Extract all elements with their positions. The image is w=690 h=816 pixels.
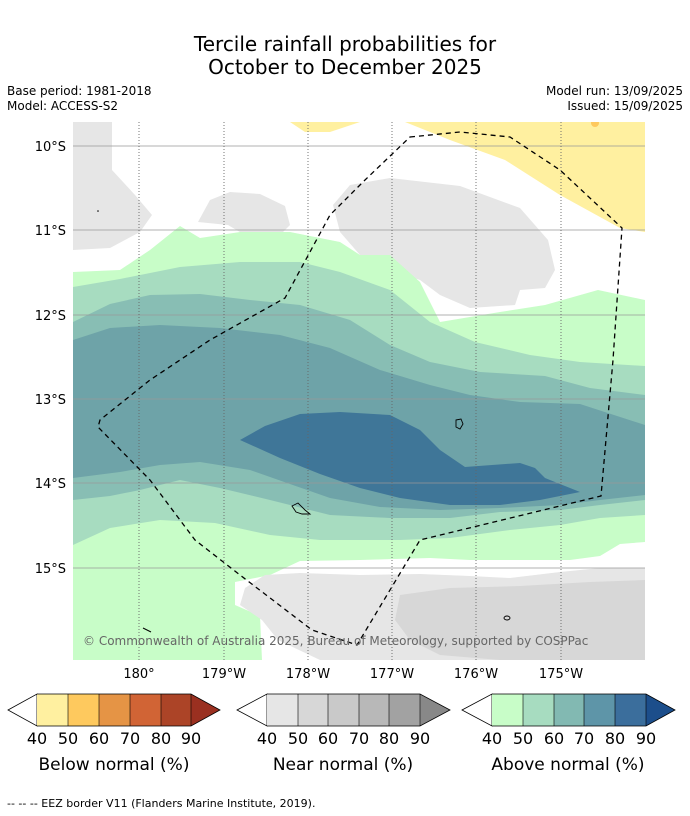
above-normal-80-region	[240, 412, 580, 505]
lat-label: 14°S	[35, 477, 66, 492]
issued-text: Issued: 15/09/2025	[567, 99, 683, 113]
cbar-tick: 40	[27, 729, 47, 748]
graticule	[73, 145, 645, 569]
model-name-text: Model: ACCESS-S2	[7, 99, 119, 113]
cbar-tick: 40	[257, 729, 277, 748]
near-normal-region-topmid	[198, 192, 290, 240]
lat-label: 10°S	[35, 140, 66, 155]
lon-label: 175°W	[539, 667, 583, 682]
cbar-tick: 40	[482, 729, 502, 748]
cbar-tick: 90	[181, 729, 201, 748]
island-outline	[291, 502, 312, 515]
map-title-line2: October to December 2025	[208, 55, 482, 79]
cbar-tick: 80	[151, 729, 171, 748]
model-run-text: Model run: 13/09/2025	[545, 84, 683, 98]
colorbar-near-normal	[236, 693, 451, 727]
below-normal-region-small	[290, 122, 360, 132]
near-normal-region-bottom-darker	[395, 580, 645, 660]
colorbar-ticks: 40 50 60 70 80 90 40 50 60 70 80 90 40 5…	[27, 729, 656, 748]
cbar-tick: 90	[636, 729, 656, 748]
near-normal-region-topleft	[73, 122, 152, 250]
island-outline	[142, 627, 152, 633]
cbar-tick: 80	[605, 729, 625, 748]
lat-label: 15°S	[35, 562, 66, 577]
lat-label: 11°S	[35, 224, 66, 239]
cbar-tick: 80	[379, 729, 399, 748]
base-period-text: Base period: 1981-2018	[7, 84, 152, 98]
colorbar-labels: Below normal (%) Near normal (%) Above n…	[39, 755, 645, 775]
map-title-line1: Tercile rainfall probabilities for	[193, 32, 497, 56]
colorbar-above-normal	[461, 693, 676, 727]
cbar-tick: 70	[574, 729, 594, 748]
lat-label: 13°S	[35, 393, 66, 408]
latitude-labels: 10°S 11°S 12°S 13°S 14°S 15°S	[35, 140, 66, 577]
colorbar-label-near: Near normal (%)	[273, 755, 413, 775]
cbar-tick: 90	[410, 729, 430, 748]
lon-label: 176°W	[454, 667, 498, 682]
cbar-tick: 60	[318, 729, 338, 748]
cbar-tick: 50	[288, 729, 308, 748]
lat-label: 12°S	[35, 309, 66, 324]
island-outline	[503, 615, 511, 621]
colorbar-label-above: Above normal (%)	[491, 755, 644, 775]
lon-label: 179°W	[202, 667, 246, 682]
colorbar-label-below: Below normal (%)	[39, 755, 190, 775]
island-outline	[455, 418, 464, 430]
cbar-tick: 70	[120, 729, 140, 748]
probability-field: © Commonwealth of Australia 2025, Bureau…	[73, 122, 645, 660]
cbar-tick: 50	[58, 729, 78, 748]
eez-footnote: -- -- -- EEZ border V11 (Flanders Marine…	[7, 797, 316, 810]
cbar-tick: 70	[349, 729, 369, 748]
below-normal-region	[405, 122, 645, 232]
cbar-tick: 60	[89, 729, 109, 748]
lon-label: 177°W	[370, 667, 414, 682]
lon-label: 180°	[123, 667, 154, 682]
longitude-labels: 180° 179°W 178°W 177°W 176°W 175°W	[123, 667, 583, 682]
base-period-model-info: Base period: 1981-2018 Model: ACCESS-S2	[7, 84, 152, 114]
colorbar-below-normal	[7, 693, 221, 727]
cbar-tick: 60	[544, 729, 564, 748]
copyright-notice: © Commonwealth of Australia 2025, Bureau…	[83, 634, 588, 648]
model-run-issued-info: Model run: 13/09/2025 Issued: 15/09/2025	[546, 84, 683, 114]
cbar-tick: 50	[513, 729, 533, 748]
near-normal-region-topcenter	[333, 178, 555, 308]
lon-label: 178°W	[286, 667, 330, 682]
